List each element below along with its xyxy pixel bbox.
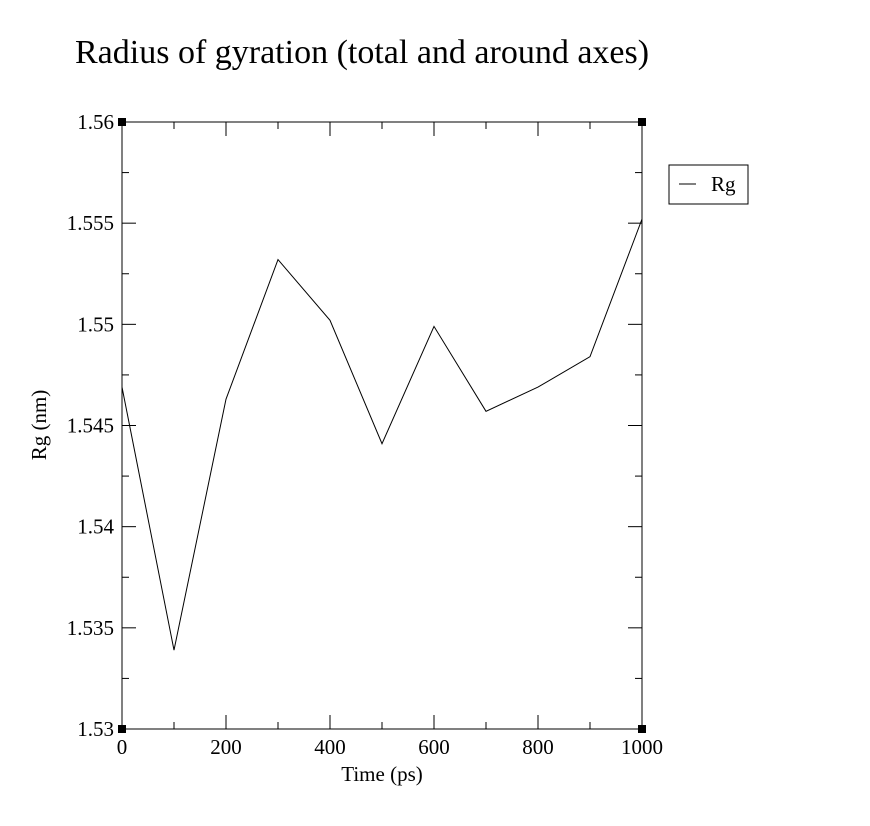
y-tick-label: 1.535	[67, 616, 114, 640]
corner-marker	[118, 118, 126, 126]
y-axis-label: Rg (nm)	[27, 390, 51, 461]
x-tick-label: 200	[210, 735, 242, 759]
major-ticks	[121, 121, 643, 730]
minor-ticks	[122, 122, 642, 729]
y-tick-label: 1.54	[77, 515, 114, 539]
series-line-rg	[121, 218, 643, 651]
legend-label-rg: Rg	[711, 172, 736, 196]
y-tick-labels: 1.53 1.535 1.54 1.545 1.55 1.555 1.56	[67, 110, 115, 741]
x-tick-label: 1000	[621, 735, 663, 759]
x-axis-label: Time (ps)	[341, 762, 423, 786]
corner-marker	[118, 725, 126, 733]
x-tick-labels: 0 200 400 600 800 1000	[117, 735, 663, 759]
y-tick-label: 1.53	[77, 717, 114, 741]
corner-marker	[638, 118, 646, 126]
corner-markers	[118, 118, 646, 733]
x-tick-label: 0	[117, 735, 128, 759]
x-tick-label: 600	[418, 735, 450, 759]
series-layer	[121, 218, 643, 651]
x-tick-label: 400	[314, 735, 346, 759]
y-tick-label: 1.55	[77, 312, 114, 336]
plot-frame	[121, 121, 643, 730]
y-tick-label: 1.545	[67, 414, 114, 438]
x-tick-label: 800	[522, 735, 554, 759]
corner-marker	[638, 725, 646, 733]
y-tick-label: 1.555	[67, 211, 114, 235]
chart-title: Radius of gyration (total and around axe…	[75, 34, 649, 71]
y-tick-label: 1.56	[77, 110, 114, 134]
legend: Rg	[668, 164, 749, 205]
